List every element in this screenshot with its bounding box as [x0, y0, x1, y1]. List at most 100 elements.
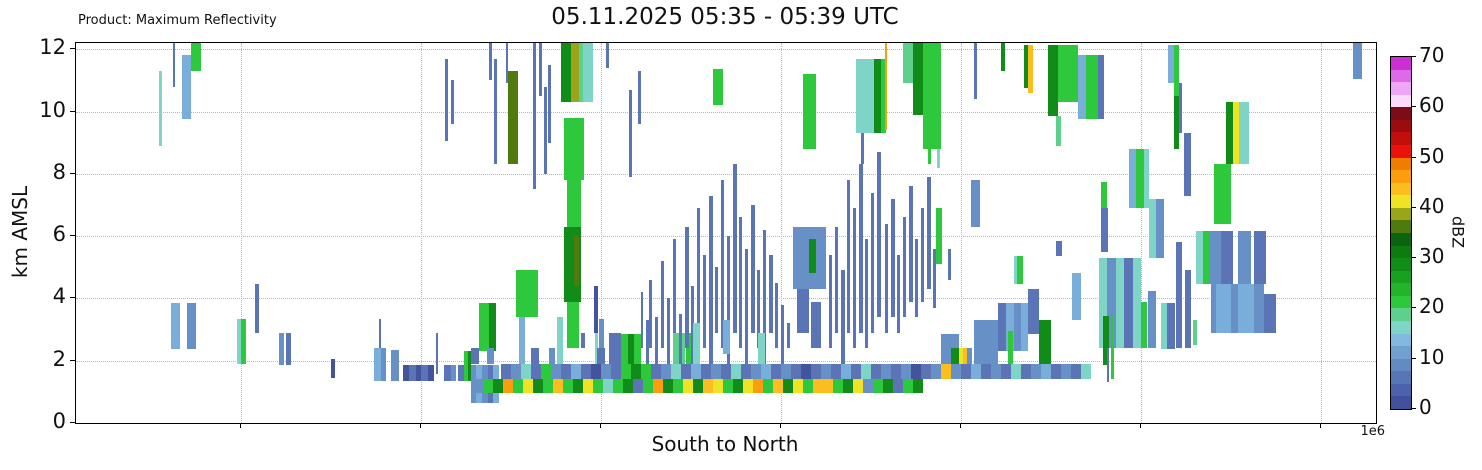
reflectivity-bar	[1238, 231, 1251, 285]
reflectivity-bar	[646, 320, 649, 364]
gridline-horizontal	[76, 173, 1376, 175]
gridline-horizontal	[76, 111, 1376, 113]
reflectivity-bar	[564, 117, 584, 181]
colorbar-band	[1391, 232, 1411, 246]
reflectivity-bar	[464, 351, 468, 381]
colorbar-band	[1391, 157, 1411, 171]
y-tick-mark	[70, 235, 75, 237]
reflectivity-bar	[903, 43, 913, 84]
reflectivity-bar	[594, 285, 598, 333]
x-axis-offset-label: 1e6	[1360, 424, 1385, 439]
reflectivity-bar	[874, 58, 881, 134]
reflectivity-bar	[561, 43, 571, 103]
colorbar-tick-mark	[1411, 56, 1416, 57]
reflectivity-bar	[915, 239, 918, 318]
reflectivity-bar	[713, 69, 723, 106]
reflectivity-bar	[723, 320, 730, 355]
colorbar-tick-label: 50	[1419, 143, 1445, 168]
reflectivity-bar	[1056, 116, 1061, 146]
reflectivity-bar	[885, 223, 888, 333]
reflectivity-bar	[643, 379, 653, 394]
reflectivity-bar	[503, 379, 513, 394]
reflectivity-bar	[286, 332, 291, 366]
reflectivity-bar	[751, 204, 755, 333]
reflectivity-bar	[739, 217, 742, 349]
reflectivity-bar	[763, 379, 773, 394]
reflectivity-bar	[921, 208, 924, 302]
reflectivity-bar	[548, 64, 551, 143]
colorbar-tick-label: 70	[1419, 43, 1445, 68]
reflectivity-bar	[182, 55, 191, 120]
reflectivity-bar	[721, 363, 731, 380]
colorbar-band	[1391, 295, 1411, 309]
colorbar-band	[1391, 395, 1411, 409]
reflectivity-bar	[533, 379, 543, 394]
reflectivity-bar	[959, 348, 963, 380]
colorbar-tick-label: 0	[1419, 395, 1432, 420]
reflectivity-bar	[781, 363, 791, 380]
y-tick-label: 2	[52, 346, 66, 371]
colorbar-band	[1391, 182, 1411, 196]
gridline-horizontal	[76, 298, 1376, 300]
reflectivity-bar	[733, 379, 743, 394]
reflectivity-bar	[811, 301, 821, 349]
reflectivity-bar	[693, 323, 700, 364]
reflectivity-bar	[451, 80, 454, 124]
reflectivity-bar	[711, 363, 721, 380]
reflectivity-bar	[813, 379, 823, 394]
reflectivity-bar	[701, 363, 711, 380]
reflectivity-bar	[581, 332, 585, 349]
y-tick-mark	[70, 359, 75, 361]
reflectivity-bar	[661, 363, 671, 380]
reflectivity-bar	[1221, 231, 1233, 285]
reflectivity-bar	[661, 261, 664, 349]
reflectivity-bar	[803, 74, 816, 149]
reflectivity-bar	[1028, 44, 1033, 93]
reflectivity-bar	[1264, 293, 1276, 333]
reflectivity-bar	[974, 320, 998, 364]
reflectivity-bar	[909, 186, 913, 302]
colorbar-band	[1391, 194, 1411, 208]
reflectivity-bar	[1161, 303, 1167, 350]
colorbar-band	[1391, 383, 1411, 397]
reflectivity-bar	[667, 298, 670, 364]
reflectivity-bar	[1111, 315, 1114, 380]
reflectivity-bar	[574, 236, 579, 286]
reflectivity-bar	[479, 303, 489, 352]
reflectivity-bar	[697, 208, 700, 333]
reflectivity-bar	[673, 379, 683, 394]
reflectivity-bar	[787, 323, 790, 349]
y-tick-label: 10	[39, 97, 66, 122]
y-tick-label: 4	[52, 284, 66, 309]
reflectivity-bar	[873, 379, 883, 394]
reflectivity-bar	[948, 248, 951, 280]
reflectivity-bar	[1156, 198, 1164, 258]
reflectivity-bar	[853, 208, 856, 349]
reflectivity-bar	[444, 365, 451, 381]
reflectivity-bar	[1203, 231, 1209, 285]
reflectivity-bar	[801, 363, 811, 380]
reflectivity-bar	[709, 195, 713, 364]
colorbar-band	[1391, 257, 1411, 271]
reflectivity-bar	[241, 318, 246, 364]
colorbar-tick-mark	[1411, 307, 1416, 309]
reflectivity-bar	[473, 379, 483, 394]
reflectivity-bar	[961, 363, 971, 380]
reflectivity-bar	[1129, 148, 1136, 209]
reflectivity-bar	[583, 379, 593, 394]
reflectivity-bar	[381, 348, 386, 381]
reflectivity-bar	[753, 379, 763, 394]
reflectivity-bar	[1184, 133, 1191, 196]
reflectivity-bar	[851, 363, 861, 380]
reflectivity-bar	[409, 365, 416, 381]
reflectivity-bar	[255, 284, 259, 333]
reflectivity-bar	[877, 152, 881, 318]
gridline-vertical	[241, 43, 242, 423]
reflectivity-bar	[1239, 102, 1249, 165]
reflectivity-bar	[891, 198, 895, 318]
reflectivity-bar	[633, 379, 643, 394]
reflectivity-bar	[859, 164, 863, 333]
reflectivity-bar	[621, 363, 631, 380]
reflectivity-bar	[1039, 320, 1051, 364]
reflectivity-bar	[903, 379, 913, 394]
